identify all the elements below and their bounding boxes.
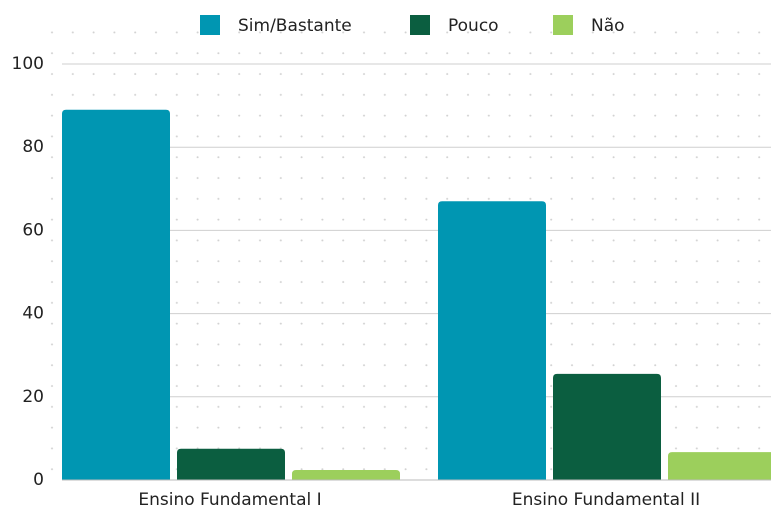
x-tick-label: Ensino Fundamental I [138,490,321,510]
legend-label: Sim/Bastante [238,16,352,36]
legend-swatch [200,15,220,35]
y-tick-label: 80 [22,137,44,157]
y-tick-label: 40 [22,304,44,324]
legend-swatch [553,15,573,35]
bar [177,448,285,480]
legend-swatch [410,15,430,35]
bar [62,109,170,480]
bar [668,452,771,480]
x-tick-label: Ensino Fundamental II [512,490,700,510]
bar [553,373,661,480]
legend-label: Não [591,16,625,36]
y-tick-label: 20 [22,387,44,407]
legend-label: Pouco [448,16,499,36]
y-tick-label: 60 [22,220,44,240]
bar [438,201,546,480]
y-tick-label: 100 [12,54,44,74]
y-tick-label: 0 [33,470,44,490]
bar [292,470,400,480]
